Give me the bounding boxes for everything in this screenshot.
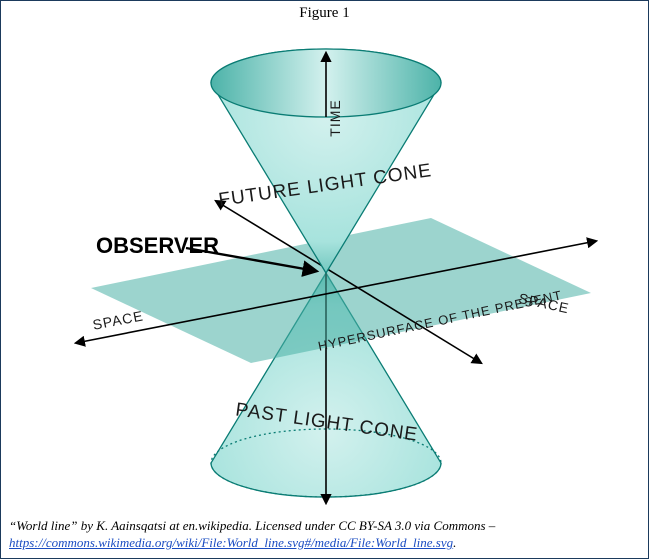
- time-axis-label: TIME: [327, 99, 343, 136]
- caption-text-after: .: [453, 535, 456, 550]
- figure-frame: Figure 1 TIMEFUTURE LIGHT CONEPAST LIGHT…: [0, 0, 649, 559]
- caption-link[interactable]: https://commons.wikimedia.org/wiki/File:…: [9, 535, 453, 550]
- diagram-canvas: TIMEFUTURE LIGHT CONEPAST LIGHT CONESPAC…: [1, 23, 649, 513]
- light-cone-diagram: TIMEFUTURE LIGHT CONEPAST LIGHT CONESPAC…: [1, 23, 649, 513]
- space-label-left: SPACE: [91, 307, 145, 333]
- caption-text-before: “World line” by K. Aainsqatsi at en.wiki…: [9, 518, 495, 533]
- figure-caption: “World line” by K. Aainsqatsi at en.wiki…: [9, 518, 640, 552]
- observer-label: OBSERVER: [96, 233, 219, 258]
- figure-title: Figure 1: [1, 5, 648, 22]
